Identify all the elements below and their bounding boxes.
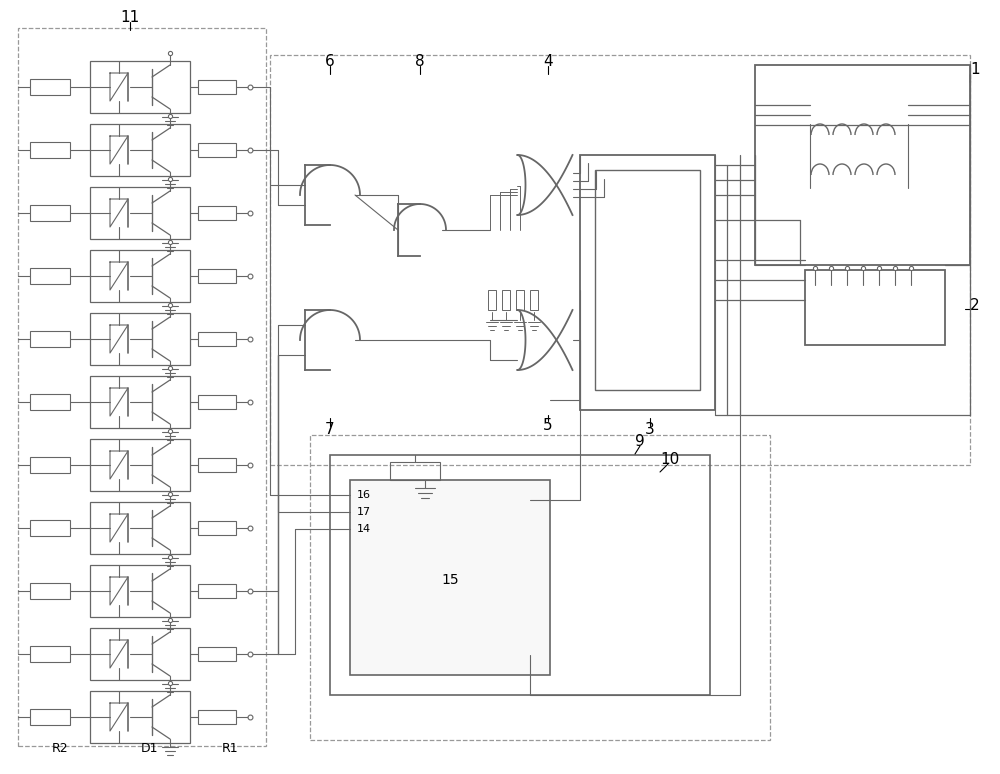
Bar: [516, 290, 524, 310]
Bar: [30, 583, 70, 599]
Bar: [30, 709, 70, 725]
Bar: [198, 458, 236, 472]
Bar: [198, 521, 236, 535]
Bar: [90, 628, 190, 680]
Bar: [30, 79, 70, 95]
Bar: [90, 313, 190, 365]
Bar: [30, 331, 70, 347]
Bar: [30, 205, 70, 221]
Bar: [30, 268, 70, 284]
Text: 3: 3: [645, 423, 655, 437]
Bar: [198, 332, 236, 346]
Text: R2: R2: [52, 741, 68, 755]
Bar: [198, 584, 236, 598]
Text: D1: D1: [141, 741, 159, 755]
Bar: [90, 439, 190, 491]
Text: 8: 8: [415, 54, 425, 70]
Text: 5: 5: [543, 417, 553, 433]
Text: 17: 17: [357, 507, 371, 517]
Bar: [755, 65, 970, 265]
Text: 7: 7: [325, 423, 335, 437]
Bar: [90, 124, 190, 176]
Bar: [30, 457, 70, 473]
Text: 14: 14: [357, 524, 371, 534]
Bar: [805, 270, 945, 345]
Bar: [18, 28, 266, 746]
Bar: [580, 155, 715, 410]
Bar: [90, 376, 190, 428]
Bar: [198, 80, 236, 94]
Bar: [530, 290, 538, 310]
Bar: [30, 394, 70, 410]
Bar: [198, 206, 236, 220]
Bar: [90, 691, 190, 743]
Text: 1: 1: [970, 63, 980, 77]
Text: 16: 16: [357, 490, 371, 500]
Text: 2: 2: [970, 297, 980, 313]
Bar: [488, 290, 496, 310]
Bar: [310, 435, 770, 740]
Text: 6: 6: [325, 54, 335, 70]
Bar: [198, 143, 236, 157]
Text: R1: R1: [222, 741, 238, 755]
Bar: [595, 170, 700, 390]
Bar: [350, 480, 550, 675]
Bar: [270, 55, 970, 465]
Text: 9: 9: [635, 434, 645, 450]
Text: 10: 10: [660, 453, 680, 467]
Bar: [30, 646, 70, 662]
Bar: [90, 187, 190, 239]
Bar: [390, 462, 440, 480]
Text: 11: 11: [120, 11, 140, 26]
Bar: [90, 61, 190, 113]
Bar: [30, 520, 70, 536]
Bar: [330, 455, 710, 695]
Bar: [198, 647, 236, 661]
Bar: [502, 290, 510, 310]
Text: 15: 15: [441, 573, 459, 587]
Bar: [90, 565, 190, 617]
Bar: [198, 710, 236, 724]
Bar: [90, 502, 190, 554]
Bar: [198, 395, 236, 409]
Text: 4: 4: [543, 54, 553, 70]
Bar: [198, 269, 236, 283]
Bar: [90, 250, 190, 302]
Bar: [30, 142, 70, 158]
